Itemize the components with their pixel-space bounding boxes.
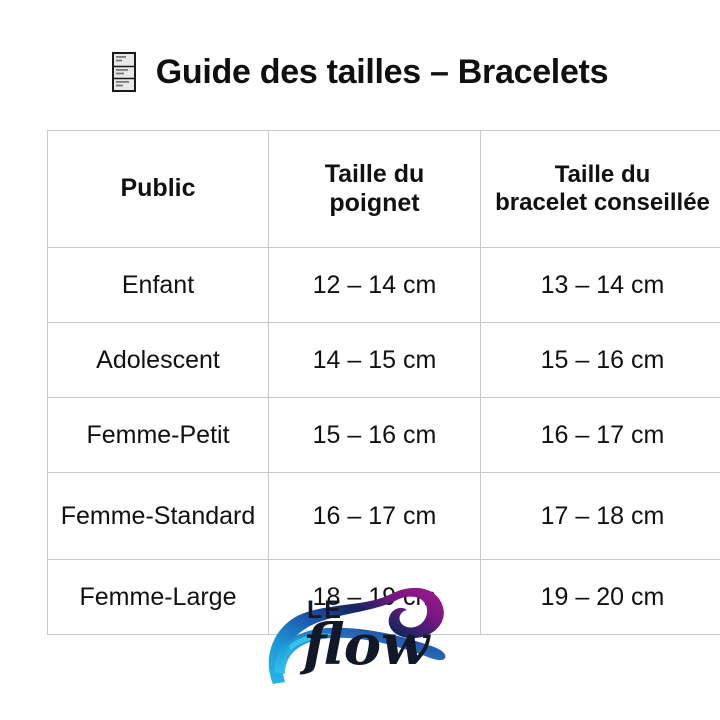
table-row: Enfant 12 – 14 cm 13 – 14 cm [47,247,720,323]
logo-swoosh-tail [274,627,446,674]
cell-bracelet: 13 – 14 cm [480,247,720,323]
column-header-public-label: Public [120,174,196,203]
cell-public: Enfant [47,247,269,323]
column-header-bracelet-line2: bracelet conseillée [495,189,710,216]
table-document-icon [111,52,136,92]
logo-accent-stroke [289,633,333,650]
size-guide-table: Public Taille du poignet Taille du brace… [47,130,720,635]
column-header-public: Public [47,130,269,248]
table-head: Public Taille du poignet Taille du brace… [47,130,720,248]
table-body: Enfant 12 – 14 cm 13 – 14 cm Adolescent … [47,247,720,635]
cell-bracelet: 19 – 20 cm [480,559,720,635]
brand-logo: LE flow [255,572,475,692]
cell-wrist: 14 – 15 cm [268,322,481,398]
column-header-bracelet-size: Taille du bracelet conseillée [480,130,720,248]
le-flow-logo-icon: LE flow [268,587,446,684]
column-header-wrist-line1: Taille du [324,159,425,188]
cell-public: Adolescent [47,322,269,398]
cell-public: Femme-Petit [47,397,269,473]
cell-public: Femme-Large [47,559,269,635]
page-title: Guide des tailles – Bracelets [155,53,609,91]
table-row: Femme-Petit 15 – 16 cm 16 – 17 cm [47,397,720,473]
table-row: Femme-Large 18 – 19 cm 19 – 20 cm [47,559,720,635]
logo-swoosh-main [268,587,444,684]
column-header-wrist-line2: poignet [329,189,420,217]
cell-public: Femme-Standard [47,472,269,560]
table-row: Adolescent 14 – 15 cm 15 – 16 cm [47,322,720,398]
table-header-row: Public Taille du poignet Taille du brace… [47,130,720,248]
page-header: Guide des tailles – Bracelets [0,44,720,100]
cell-bracelet: 15 – 16 cm [480,322,720,398]
cell-wrist: 15 – 16 cm [268,397,481,473]
column-header-wrist-size: Taille du poignet [268,130,481,248]
logo-wordmark-le: LE [307,596,343,624]
cell-bracelet: 17 – 18 cm [480,472,720,560]
logo-wordmark-flow: flow [299,612,431,678]
cell-wrist: 12 – 14 cm [268,247,481,323]
cell-wrist: 16 – 17 cm [268,472,481,560]
table-row: Femme-Standard 16 – 17 cm 17 – 18 cm [47,472,720,560]
cell-bracelet: 16 – 17 cm [480,397,720,473]
column-header-bracelet-line1: Taille du [554,160,651,188]
